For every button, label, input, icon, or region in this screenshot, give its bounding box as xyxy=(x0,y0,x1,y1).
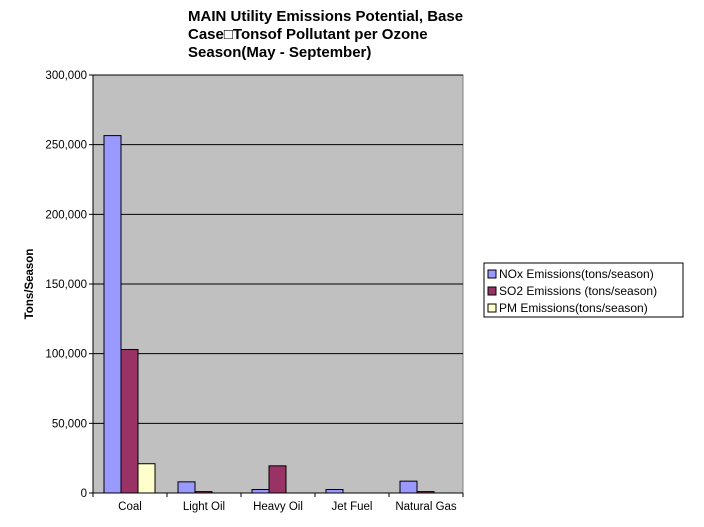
legend-swatch xyxy=(487,269,497,279)
legend-entry: SO2 Emissions (tons/season) xyxy=(499,284,657,298)
y-axis-ticks: 0 50,000 100,000 150,000 200,000 250,000 300,0… xyxy=(45,70,93,500)
x-tick-label: Natural Gas xyxy=(395,501,457,513)
x-tick-label: Light Oil xyxy=(183,501,225,513)
legend-entry: NOx Emissions(tons/season) xyxy=(499,267,654,281)
x-tick-label: Jet Fuel xyxy=(332,501,373,513)
bars xyxy=(103,135,435,494)
y-tick-label: 200,000 xyxy=(45,209,87,221)
chart-title: MAIN Utility Emissions Potential, Base C… xyxy=(188,8,463,61)
bar xyxy=(399,480,418,494)
bar xyxy=(251,489,270,494)
legend: NOx Emissions(tons/season) SO2 Emissions … xyxy=(483,262,684,318)
chart-title-line: MAIN Utility Emissions Potential, Base xyxy=(188,8,463,25)
bar xyxy=(325,489,344,494)
y-tick-label: 300,000 xyxy=(45,70,87,82)
gridlines xyxy=(93,74,463,424)
y-tick-label: 50,000 xyxy=(52,418,87,430)
x-tick-label: Coal xyxy=(118,501,142,513)
x-tick-label: Heavy Oil xyxy=(253,501,303,513)
bar xyxy=(137,463,156,494)
y-axis-label: Tons/Season xyxy=(24,249,36,320)
bar xyxy=(177,481,196,494)
chart-title-line: Season(May - September) xyxy=(188,44,371,61)
bar xyxy=(268,465,287,494)
bar xyxy=(103,135,122,494)
legend-box xyxy=(483,262,684,318)
y-tick-label: 150,000 xyxy=(45,279,87,291)
legend-entry: PM Emissions(tons/season) xyxy=(499,301,648,315)
y-tick-label: 250,000 xyxy=(45,140,87,152)
legend-swatch xyxy=(487,286,497,296)
y-tick-label: 0 xyxy=(81,488,87,500)
y-tick-label: 100,000 xyxy=(45,349,87,361)
x-axis-labels: Coal Light Oil Heavy Oil Jet Fuel Natural Ga… xyxy=(92,493,464,513)
bar xyxy=(120,348,139,494)
chart-title-line: Case□Tonsof Pollutant per Ozone xyxy=(188,26,428,43)
legend-swatch xyxy=(487,303,497,313)
